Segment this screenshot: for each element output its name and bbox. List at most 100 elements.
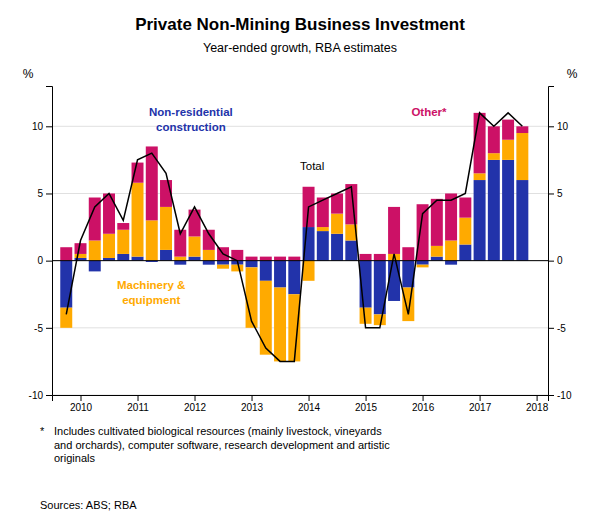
bar-series xyxy=(60,160,528,315)
bar xyxy=(89,241,101,261)
y2-tick-label: 0 xyxy=(557,255,563,266)
y2-axis-label: % xyxy=(567,67,578,81)
x-tick: 2016 xyxy=(412,395,435,413)
y-tick-label: 10 xyxy=(32,121,44,132)
y-tick-label: 5 xyxy=(37,188,43,199)
text-line: Non-residential xyxy=(149,106,233,118)
bar xyxy=(431,199,443,246)
marks xyxy=(60,113,528,362)
bar xyxy=(288,261,300,295)
bar xyxy=(75,243,87,254)
bar xyxy=(260,281,272,355)
zero-line xyxy=(52,260,548,261)
text-line: and orchards), computer software, resear… xyxy=(54,439,390,451)
x-tick-mark xyxy=(252,395,253,401)
x-tick-mark xyxy=(138,395,139,401)
bar-series xyxy=(60,133,528,361)
bar xyxy=(260,261,272,281)
text-line: Includes cultivated biological resources… xyxy=(54,425,382,437)
x-tick-label: 2017 xyxy=(469,402,492,413)
bar xyxy=(231,265,243,272)
bar xyxy=(246,261,258,268)
bar xyxy=(388,261,400,301)
bar xyxy=(402,288,414,322)
y2-tick-label: 5 xyxy=(557,188,563,199)
x-tick: 2010 xyxy=(70,395,93,413)
chart-svg: Private Non-Mining Business InvestmentYe… xyxy=(0,0,600,523)
bar xyxy=(117,254,129,261)
y2-tick-mark xyxy=(548,328,554,329)
y-axis-label: % xyxy=(23,67,34,81)
bar xyxy=(60,247,72,260)
x-tick-label: 2015 xyxy=(355,402,378,413)
x-tick: 2017 xyxy=(469,395,492,413)
bar xyxy=(189,257,201,261)
bar xyxy=(417,261,429,265)
chart-container: Private Non-Mining Business InvestmentYe… xyxy=(0,0,600,523)
bar xyxy=(516,133,528,180)
bar xyxy=(274,257,286,261)
x-tick-mark xyxy=(537,395,538,401)
y2-tick: -5 xyxy=(548,323,566,334)
x-axis: 201020112012201320142015201620172018 xyxy=(53,395,549,413)
bar xyxy=(274,288,286,362)
text-line: Other* xyxy=(411,106,447,118)
y2-axis: -10-50510 xyxy=(548,87,572,401)
bar xyxy=(160,250,172,261)
bar xyxy=(345,241,357,261)
x-axis-line xyxy=(53,396,549,402)
bar xyxy=(260,257,272,261)
text-line: originals xyxy=(54,452,95,464)
text-line: * xyxy=(40,425,45,437)
x-tick-mark xyxy=(309,395,310,401)
text-line: equipment xyxy=(122,294,180,306)
bar xyxy=(174,261,186,265)
bar xyxy=(174,257,186,261)
bar xyxy=(445,241,457,261)
bar xyxy=(132,183,144,257)
y2-tick: 5 xyxy=(548,188,563,199)
bar xyxy=(317,231,329,261)
y-tick: 5 xyxy=(37,188,52,199)
bar xyxy=(488,153,500,160)
y-axis-line xyxy=(46,87,53,396)
bar xyxy=(516,126,528,133)
bar xyxy=(417,265,429,268)
x-tick-label: 2011 xyxy=(127,402,149,413)
x-tick-label: 2010 xyxy=(70,402,93,413)
bar xyxy=(246,257,258,261)
x-tick: 2014 xyxy=(298,395,321,413)
bar xyxy=(474,180,486,261)
series-label: Total xyxy=(300,160,324,172)
x-tick: 2011 xyxy=(127,395,149,413)
bar xyxy=(374,254,386,261)
title: Private Non-Mining Business Investment xyxy=(135,15,465,34)
bar xyxy=(117,230,129,254)
bar xyxy=(132,257,144,261)
y-tick-mark xyxy=(46,395,52,396)
footnote: Includes cultivated biological resources… xyxy=(54,425,390,464)
bar xyxy=(502,120,514,140)
y-tick-label: -10 xyxy=(29,390,44,401)
y2-tick-mark xyxy=(548,126,554,127)
bar xyxy=(217,261,229,265)
bar xyxy=(502,160,514,261)
bar xyxy=(474,113,486,173)
y2-axis-line xyxy=(549,87,555,396)
text-line: Machinery & xyxy=(117,279,185,291)
bar xyxy=(60,261,72,308)
text-line: construction xyxy=(156,121,226,133)
bar xyxy=(288,294,300,361)
bar xyxy=(160,207,172,250)
y2-tick-label: -5 xyxy=(557,323,566,334)
bar xyxy=(360,254,372,261)
x-tick-mark xyxy=(81,395,82,401)
x-tick-mark xyxy=(195,395,196,401)
bar xyxy=(374,314,386,325)
bar xyxy=(488,160,500,261)
y2-tick-mark xyxy=(548,193,554,194)
x-tick-label: 2016 xyxy=(412,402,435,413)
bar xyxy=(431,257,443,261)
bar xyxy=(331,234,343,261)
bar xyxy=(502,140,514,160)
